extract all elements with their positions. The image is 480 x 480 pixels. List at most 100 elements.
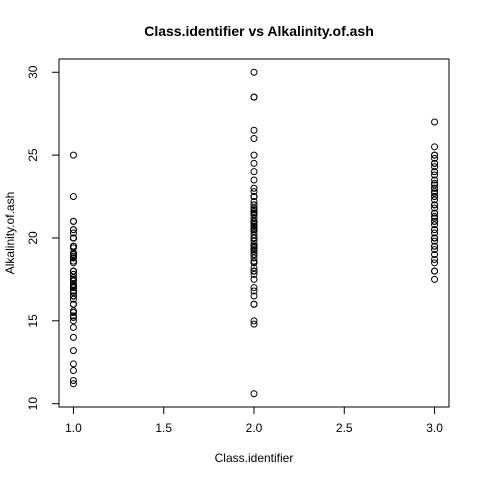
data-point bbox=[431, 193, 439, 201]
data-point bbox=[250, 206, 258, 214]
data-point bbox=[250, 176, 258, 184]
data-point bbox=[250, 201, 258, 209]
data-point bbox=[250, 241, 258, 249]
data-point bbox=[431, 118, 439, 126]
data-point bbox=[431, 267, 439, 275]
y-tick-label: 30 bbox=[26, 65, 40, 79]
data-point bbox=[250, 135, 258, 143]
y-tick-label: 15 bbox=[26, 314, 40, 328]
data-point bbox=[250, 198, 258, 206]
data-point bbox=[250, 211, 258, 219]
x-tick-label: 3.0 bbox=[426, 421, 443, 435]
data-point bbox=[69, 347, 77, 355]
data-point bbox=[69, 229, 77, 237]
data-point bbox=[431, 159, 439, 167]
data-point bbox=[431, 242, 439, 250]
data-point bbox=[250, 287, 258, 295]
data-point bbox=[69, 367, 77, 375]
data-point bbox=[250, 246, 258, 254]
data-point bbox=[431, 237, 439, 245]
data-point bbox=[250, 219, 258, 227]
data-point bbox=[250, 257, 258, 265]
data-point bbox=[250, 184, 258, 192]
data-point bbox=[69, 317, 77, 325]
data-point bbox=[431, 196, 439, 204]
data-point bbox=[431, 163, 439, 171]
data-point bbox=[69, 360, 77, 368]
data-point bbox=[250, 251, 258, 259]
data-point bbox=[69, 270, 77, 278]
data-point bbox=[431, 246, 439, 254]
data-point bbox=[250, 126, 258, 134]
y-axis: 10 15 20 25 30 bbox=[26, 65, 60, 411]
data-point bbox=[69, 267, 77, 275]
data-point bbox=[250, 68, 258, 76]
data-point bbox=[69, 376, 77, 384]
data-point bbox=[69, 287, 77, 295]
data-point bbox=[250, 224, 258, 232]
data-point bbox=[250, 193, 258, 201]
data-point bbox=[431, 151, 439, 159]
data-point bbox=[69, 244, 77, 252]
x-tick-label: 1.0 bbox=[65, 421, 82, 435]
data-point bbox=[431, 143, 439, 151]
data-point bbox=[250, 292, 258, 300]
data-point bbox=[431, 184, 439, 192]
data-point bbox=[431, 221, 439, 229]
chart-title: Class.identifier vs Alkalinity.of.ash bbox=[144, 23, 374, 39]
y-axis-label: Alkalinity.of.ash bbox=[3, 192, 17, 274]
data-point bbox=[69, 295, 77, 303]
data-point bbox=[250, 93, 258, 101]
data-point bbox=[431, 204, 439, 212]
x-tick-label: 2.5 bbox=[336, 421, 353, 435]
data-point bbox=[69, 380, 77, 388]
y-tick-label: 25 bbox=[26, 148, 40, 162]
data-point bbox=[431, 275, 439, 283]
data-point bbox=[431, 259, 439, 267]
data-point bbox=[431, 201, 439, 209]
data-point bbox=[431, 234, 439, 242]
data-point bbox=[69, 151, 77, 159]
data-point bbox=[250, 234, 258, 242]
data-point bbox=[69, 292, 77, 300]
data-point bbox=[250, 237, 258, 245]
data-point bbox=[69, 234, 77, 242]
data-point bbox=[250, 254, 258, 262]
data-point bbox=[431, 154, 439, 162]
data-point bbox=[69, 300, 77, 308]
data-point bbox=[69, 333, 77, 341]
data-point bbox=[69, 312, 77, 320]
data-point bbox=[250, 275, 258, 283]
x-axis-label: Class.identifier bbox=[215, 451, 294, 465]
data-point bbox=[431, 256, 439, 264]
data-point bbox=[250, 270, 258, 278]
x-axis: 1.0 1.5 2.0 2.5 3.0 bbox=[65, 406, 443, 435]
data-point bbox=[250, 284, 258, 292]
data-point bbox=[250, 300, 258, 308]
data-point bbox=[431, 251, 439, 259]
data-point bbox=[431, 176, 439, 184]
data-point bbox=[431, 168, 439, 176]
data-point bbox=[431, 189, 439, 197]
data-point bbox=[69, 217, 77, 225]
data-point bbox=[250, 317, 258, 325]
data-point bbox=[250, 214, 258, 222]
data-point bbox=[250, 267, 258, 275]
data-point bbox=[431, 226, 439, 234]
data-point bbox=[250, 168, 258, 176]
data-point bbox=[431, 229, 439, 237]
data-point bbox=[250, 151, 258, 159]
data-point bbox=[250, 188, 258, 196]
data-point bbox=[250, 390, 258, 398]
data-point bbox=[69, 249, 77, 257]
data-point bbox=[250, 320, 258, 328]
data-point bbox=[250, 159, 258, 167]
y-tick-label: 10 bbox=[26, 397, 40, 411]
data-point bbox=[431, 212, 439, 220]
data-point bbox=[431, 209, 439, 217]
data-point bbox=[69, 193, 77, 201]
data-point bbox=[69, 307, 77, 315]
x-tick-label: 2.0 bbox=[246, 421, 263, 435]
data-point bbox=[431, 217, 439, 225]
